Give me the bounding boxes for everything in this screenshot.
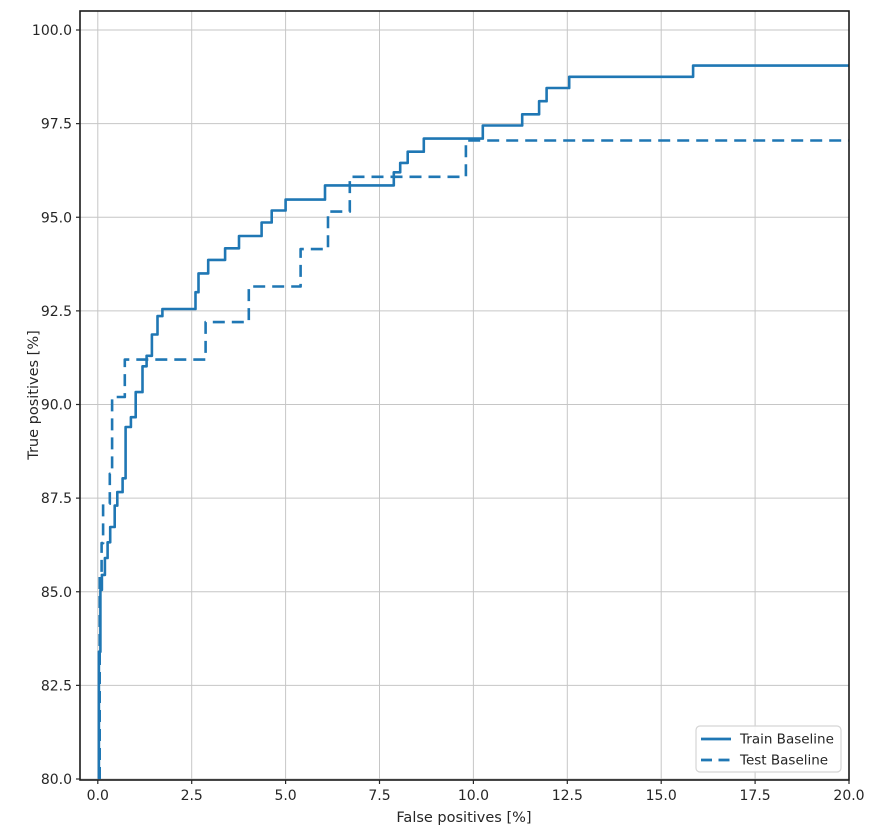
legend: Train Baseline Test Baseline (695, 725, 842, 773)
series-train-baseline (97, 64, 849, 779)
y-tick-label: 80.0 (41, 772, 72, 788)
x-axis-label: False positives [%] (396, 810, 531, 826)
legend-box (695, 725, 842, 773)
axis-ticks: 0.0 2.5 5.0 7.5 10.0 12.5 15.0 17.5 20.0 80.0 82.5… (32, 23, 865, 804)
y-tick-label: 100.0 (32, 23, 72, 39)
x-tick-label: 10.0 (458, 788, 489, 804)
x-tick-label: 5.0 (274, 788, 296, 804)
plot-border (79, 10, 850, 781)
y-tick-label: 92.5 (41, 304, 72, 320)
y-axis-label: True positives [%] (26, 330, 42, 461)
x-tick-label: 17.5 (740, 788, 771, 804)
x-tick-label: 7.5 (368, 788, 390, 804)
x-tick-label: 15.0 (646, 788, 677, 804)
y-tick-label: 85.0 (41, 585, 72, 601)
x-tick-label: 0.0 (87, 788, 109, 804)
x-tick-label: 2.5 (181, 788, 203, 804)
y-tick-label: 87.5 (41, 491, 72, 507)
gridlines (80, 11, 850, 780)
legend-test-label: Test Baseline (739, 753, 828, 769)
series-test-baseline (98, 139, 849, 779)
legend-train-label: Train Baseline (739, 732, 834, 748)
y-tick-label: 97.5 (41, 117, 72, 133)
y-tick-label: 90.0 (41, 398, 72, 414)
y-tick-label: 82.5 (41, 678, 72, 694)
x-tick-label: 20.0 (833, 788, 864, 804)
y-tick-label: 95.0 (41, 210, 72, 226)
x-tick-label: 12.5 (552, 788, 583, 804)
